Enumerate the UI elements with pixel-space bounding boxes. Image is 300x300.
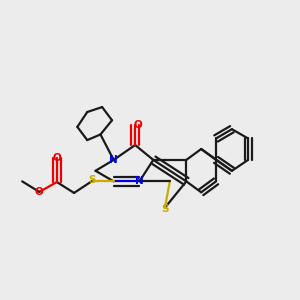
Text: S: S <box>88 175 95 185</box>
Text: N: N <box>135 176 144 186</box>
Text: O: O <box>52 153 61 163</box>
Text: N: N <box>109 155 118 165</box>
Text: O: O <box>35 187 44 197</box>
Text: O: O <box>134 120 142 130</box>
Text: S: S <box>161 204 169 214</box>
